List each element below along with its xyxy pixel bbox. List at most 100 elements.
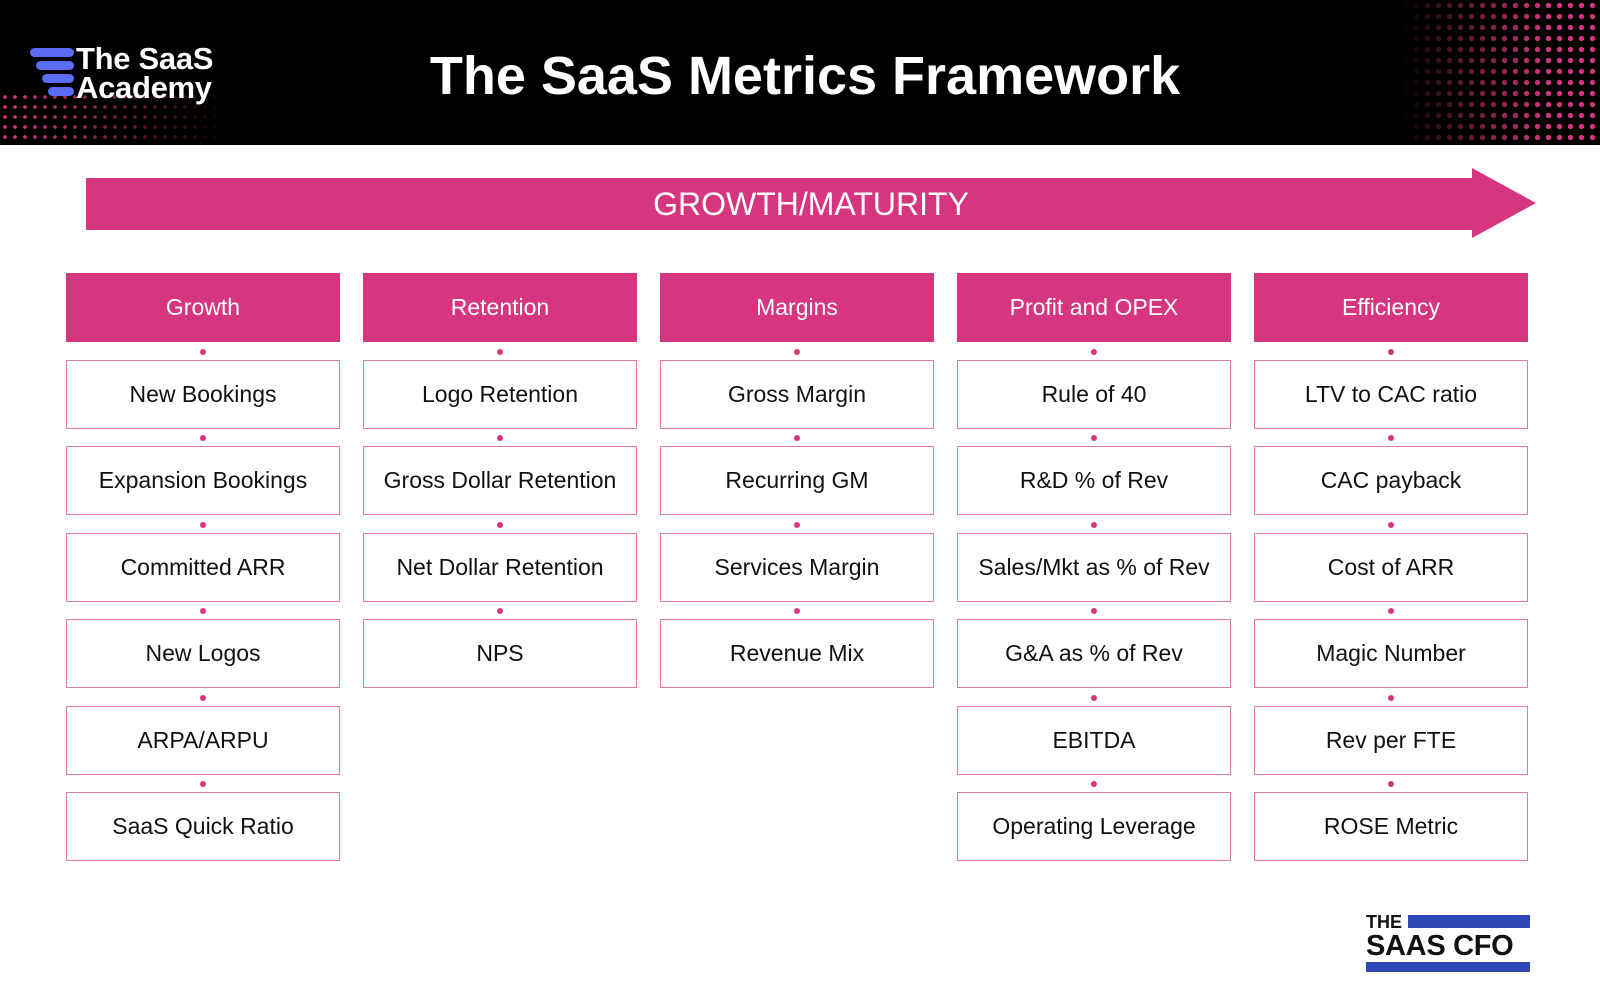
column-header: Retention [363,273,637,342]
connector-dot [1388,521,1394,528]
metric-label: Recurring GM [725,467,869,493]
metric-box: ARPA/ARPU [66,694,340,775]
metric-box: Sales/Mkt as % of Rev [957,521,1231,602]
connector-dot [1388,435,1394,441]
metric-box: EBITDA [957,694,1231,775]
metric-label: SaaS Quick Ratio [112,813,294,839]
brand-line-2: Academy [76,70,212,105]
metric-label: Sales/Mkt as % of Rev [978,553,1210,580]
metric-box: LTV to CAC ratio [1254,348,1528,429]
connector-dot [200,694,206,701]
connector-dot [794,348,800,355]
logo-stripe-icon [36,61,74,70]
metric-label: ROSE Metric [1323,813,1459,839]
metric-box: Operating Leverage [957,781,1231,861]
column-growth: Growth New Bookings Expansion Bookings Comm… [66,273,340,861]
metric-label: Committed ARR [120,553,286,580]
metric-box: Net Dollar Retention [363,521,637,602]
column-profit-and-opex: Profit and OPEX Rule of 40 R&D % of Rev Sal… [957,273,1231,861]
metric-label: Expansion Bookings [98,467,308,493]
column-header: Efficiency [1254,273,1528,342]
metric-label: Gross Dollar Retention [383,467,617,493]
metric-label: Operating Leverage [992,813,1196,839]
metric-label: LTV to CAC ratio [1304,380,1478,407]
metric-box: Committed ARR [66,521,340,602]
connector-dot [1388,348,1394,355]
metric-box: Expansion Bookings [66,435,340,515]
metric-label: CAC payback [1320,467,1462,493]
metric-label: R&D % of Rev [1019,467,1169,493]
connector-dot [497,435,503,441]
connector-dot [794,608,800,614]
column-header: Growth [66,273,340,342]
column-efficiency: Efficiency LTV to CAC ratio CAC payback Cos… [1254,273,1528,861]
metric-label: EBITDA [1052,726,1136,753]
column-header: Profit and OPEX [957,273,1231,342]
connector-dot [200,435,206,441]
growth-arrow [86,168,1536,238]
connector-dot [1388,694,1394,701]
connector-dot [1091,694,1097,701]
connector-dot [1091,348,1097,355]
brand-line-1: The SaaS [76,41,214,76]
metric-label: Net Dollar Retention [396,553,604,580]
connector-dot [497,348,503,355]
connector-dot [794,521,800,528]
metric-label: New Logos [145,640,261,666]
metric-label: Services Margin [714,553,880,580]
metric-label: ARPA/ARPU [137,726,269,753]
metric-box: Cost of ARR [1254,521,1528,602]
metric-box: Recurring GM [660,435,934,515]
metric-box: Logo Retention [363,348,637,429]
metric-label: New Bookings [129,380,277,407]
column-retention: Retention Logo Retention Gross Dollar Rete… [363,273,637,688]
cfo-logo-line-1: THE [1366,912,1402,932]
cfo-logo-line-2: SAAS CFO [1366,930,1514,962]
metric-box: New Bookings [66,348,340,429]
dot-pattern-left [0,92,230,145]
connector-dot [200,608,206,614]
saas-cfo-logo: THE SAAS CFO [1366,913,1530,973]
metric-label: Revenue Mix [729,640,865,666]
metric-label: Gross Margin [727,380,867,407]
metric-label: Rule of 40 [1041,380,1147,407]
metric-label: Cost of ARR [1327,553,1455,580]
metric-box: CAC payback [1254,435,1528,515]
metric-box: Gross Dollar Retention [363,435,637,515]
metric-label: NPS [476,640,524,666]
dot-pattern-right [1400,0,1600,145]
logo-stripe-icon [48,87,74,96]
connector-dot [1091,521,1097,528]
arrow-label: GROWTH/MATURITY [653,186,969,222]
connector-dot [1091,608,1097,614]
logo-bar-icon [1408,915,1530,928]
saas-academy-logo: The SaaS Academy [30,41,250,105]
metric-label: Rev per FTE [1325,726,1457,753]
metric-box: Revenue Mix [660,608,934,688]
metric-box: Magic Number [1254,608,1528,688]
metric-label: Logo Retention [421,380,578,407]
metric-box: R&D % of Rev [957,435,1231,515]
connector-dot [200,781,206,787]
metric-label: G&A as % of Rev [1005,640,1183,666]
metric-box: Rev per FTE [1254,694,1528,775]
connector-dot [794,435,800,441]
arrow-shape [86,168,1536,238]
metric-box: Gross Margin [660,348,934,429]
connector-dot [497,608,503,614]
metric-box: G&A as % of Rev [957,608,1231,688]
metric-box: SaaS Quick Ratio [66,781,340,861]
connector-dot [200,521,206,528]
metric-box: ROSE Metric [1254,781,1528,861]
column-header: Margins [660,273,934,342]
connector-dot [200,348,206,355]
connector-dot [1091,435,1097,441]
page-title: The SaaS Metrics Framework [429,46,1181,106]
connector-dot [1388,781,1394,787]
metric-label: Magic Number [1316,640,1466,666]
column-margins: Margins Gross Margin Recurring GM Services … [660,273,934,688]
metric-box: New Logos [66,608,340,688]
metric-box: Services Margin [660,521,934,602]
connector-dot [497,521,503,528]
metric-box: NPS [363,608,637,688]
